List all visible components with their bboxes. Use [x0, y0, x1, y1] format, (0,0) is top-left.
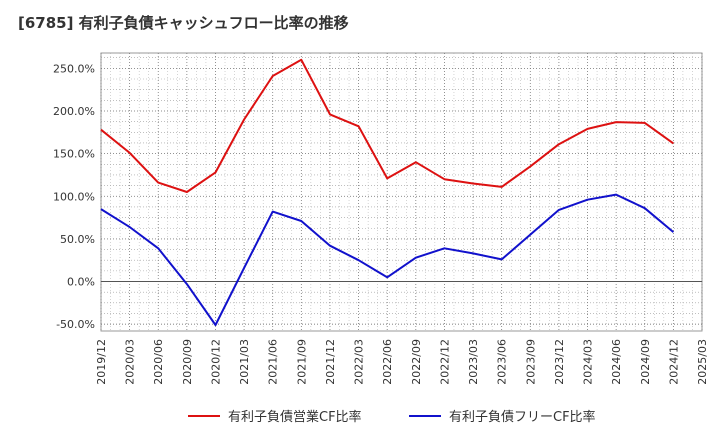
series-lines: [100, 58, 675, 326]
x-tick-label: 2024/09: [639, 339, 652, 385]
x-tick-label: 2020/09: [181, 339, 194, 385]
x-tick-label: 2021/06: [267, 339, 280, 385]
x-tick-label: 2024/03: [582, 339, 595, 385]
x-tick-label: 2021/03: [238, 339, 251, 385]
y-tick-label: 250.0%: [53, 62, 95, 75]
x-tick-label: 2021/12: [324, 339, 337, 385]
x-tick-label: 2024/06: [610, 339, 623, 385]
x-tick-label: 2021/09: [295, 339, 308, 385]
y-tick-label: 0.0%: [67, 276, 95, 289]
y-tick-label: 100.0%: [53, 190, 95, 203]
x-tick-label: 2022/03: [353, 339, 366, 385]
y-tick-label: 50.0%: [60, 233, 95, 246]
legend-label-2: 有利子負債フリーCF比率: [449, 409, 596, 425]
legend: 有利子負債営業CF比率 有利子負債フリーCF比率: [188, 409, 596, 425]
x-tick-label: 2023/06: [496, 339, 509, 385]
x-tick-label: 2022/12: [438, 339, 451, 385]
x-tick-label: 2024/12: [667, 339, 680, 385]
axes: -50.0% 0.0% 50.0% 100.0% 150.0% 200.0% 250.0% 2…: [53, 62, 709, 384]
x-tick-label: 2023/12: [553, 339, 566, 385]
grid: [100, 52, 703, 332]
x-tick-label: 2020/12: [209, 339, 222, 385]
y-tick-label: 150.0%: [53, 148, 95, 161]
x-tick-label: 2023/09: [524, 339, 537, 385]
chart-title: [6785] 有利子負債キャッシュフロー比率の推移: [18, 14, 349, 32]
x-tick-label: 2020/06: [152, 339, 165, 385]
series-line-1: [100, 58, 674, 193]
series-line-2: [100, 193, 675, 326]
x-tick-label: 2022/09: [410, 339, 423, 385]
x-tick-label: 2019/12: [95, 339, 108, 385]
x-tick-label: 2025/03: [696, 339, 709, 385]
legend-label-1: 有利子負債営業CF比率: [228, 409, 362, 425]
x-tick-label: 2022/06: [381, 339, 394, 385]
y-tick-label: 200.0%: [53, 105, 95, 118]
y-tick-label: -50.0%: [56, 318, 95, 331]
x-tick-label: 2023/03: [467, 339, 480, 385]
x-tick-label: 2020/03: [124, 339, 137, 385]
